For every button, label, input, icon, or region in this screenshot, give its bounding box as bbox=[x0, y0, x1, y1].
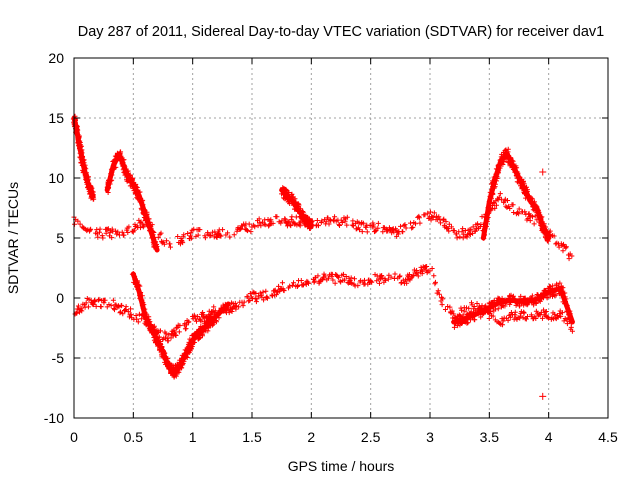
x-tick-label: 0 bbox=[70, 429, 78, 445]
series-outliers bbox=[539, 168, 547, 400]
series-upper-arc-1 bbox=[104, 149, 160, 253]
chart-title: Day 287 of 2011, Sidereal Day-to-day VTE… bbox=[78, 24, 605, 40]
trace-markers bbox=[129, 271, 231, 380]
grid bbox=[74, 58, 608, 418]
series-late-low-trace bbox=[451, 280, 575, 330]
y-tick-label: 20 bbox=[48, 50, 64, 66]
y-tick-label: 10 bbox=[48, 170, 64, 186]
y-tick-label: 5 bbox=[56, 230, 64, 246]
series-dip-trace bbox=[129, 271, 231, 380]
x-axis-label: GPS time / hours bbox=[288, 458, 395, 474]
x-tick-label: 3 bbox=[426, 429, 434, 445]
trace-markers bbox=[539, 168, 547, 400]
data-series bbox=[70, 113, 575, 400]
x-tick-label: 1.5 bbox=[242, 429, 262, 445]
trace-markers bbox=[480, 146, 552, 244]
x-tick-label: 0.5 bbox=[124, 429, 144, 445]
x-tick-label: 2 bbox=[307, 429, 315, 445]
y-axis-label: SDTVAR / TECUs bbox=[5, 182, 21, 294]
trace-markers bbox=[279, 185, 315, 231]
trace-markers bbox=[70, 113, 97, 202]
series-upper-arc-2 bbox=[279, 185, 315, 231]
series-early-high-trace bbox=[70, 113, 97, 202]
x-tick-label: 1 bbox=[189, 429, 197, 445]
x-tick-label: 4.5 bbox=[598, 429, 618, 445]
x-tick-label: 3.5 bbox=[480, 429, 500, 445]
y-tick-label: 0 bbox=[56, 290, 64, 306]
trace-markers bbox=[104, 149, 160, 251]
y-tick-label: -10 bbox=[44, 410, 64, 426]
series-late-spike bbox=[480, 146, 552, 244]
y-tick-label: -5 bbox=[52, 350, 65, 366]
trace-markers bbox=[451, 280, 575, 330]
x-tick-label: 4 bbox=[545, 429, 553, 445]
x-tick-label: 2.5 bbox=[361, 429, 381, 445]
y-tick-label: 15 bbox=[48, 110, 64, 126]
axis-ticks: 0 0.5 1 1.5 2 2.5 3 3.5 4 4.5 -10 -5 0 5 10 15 20 bbox=[44, 50, 618, 445]
